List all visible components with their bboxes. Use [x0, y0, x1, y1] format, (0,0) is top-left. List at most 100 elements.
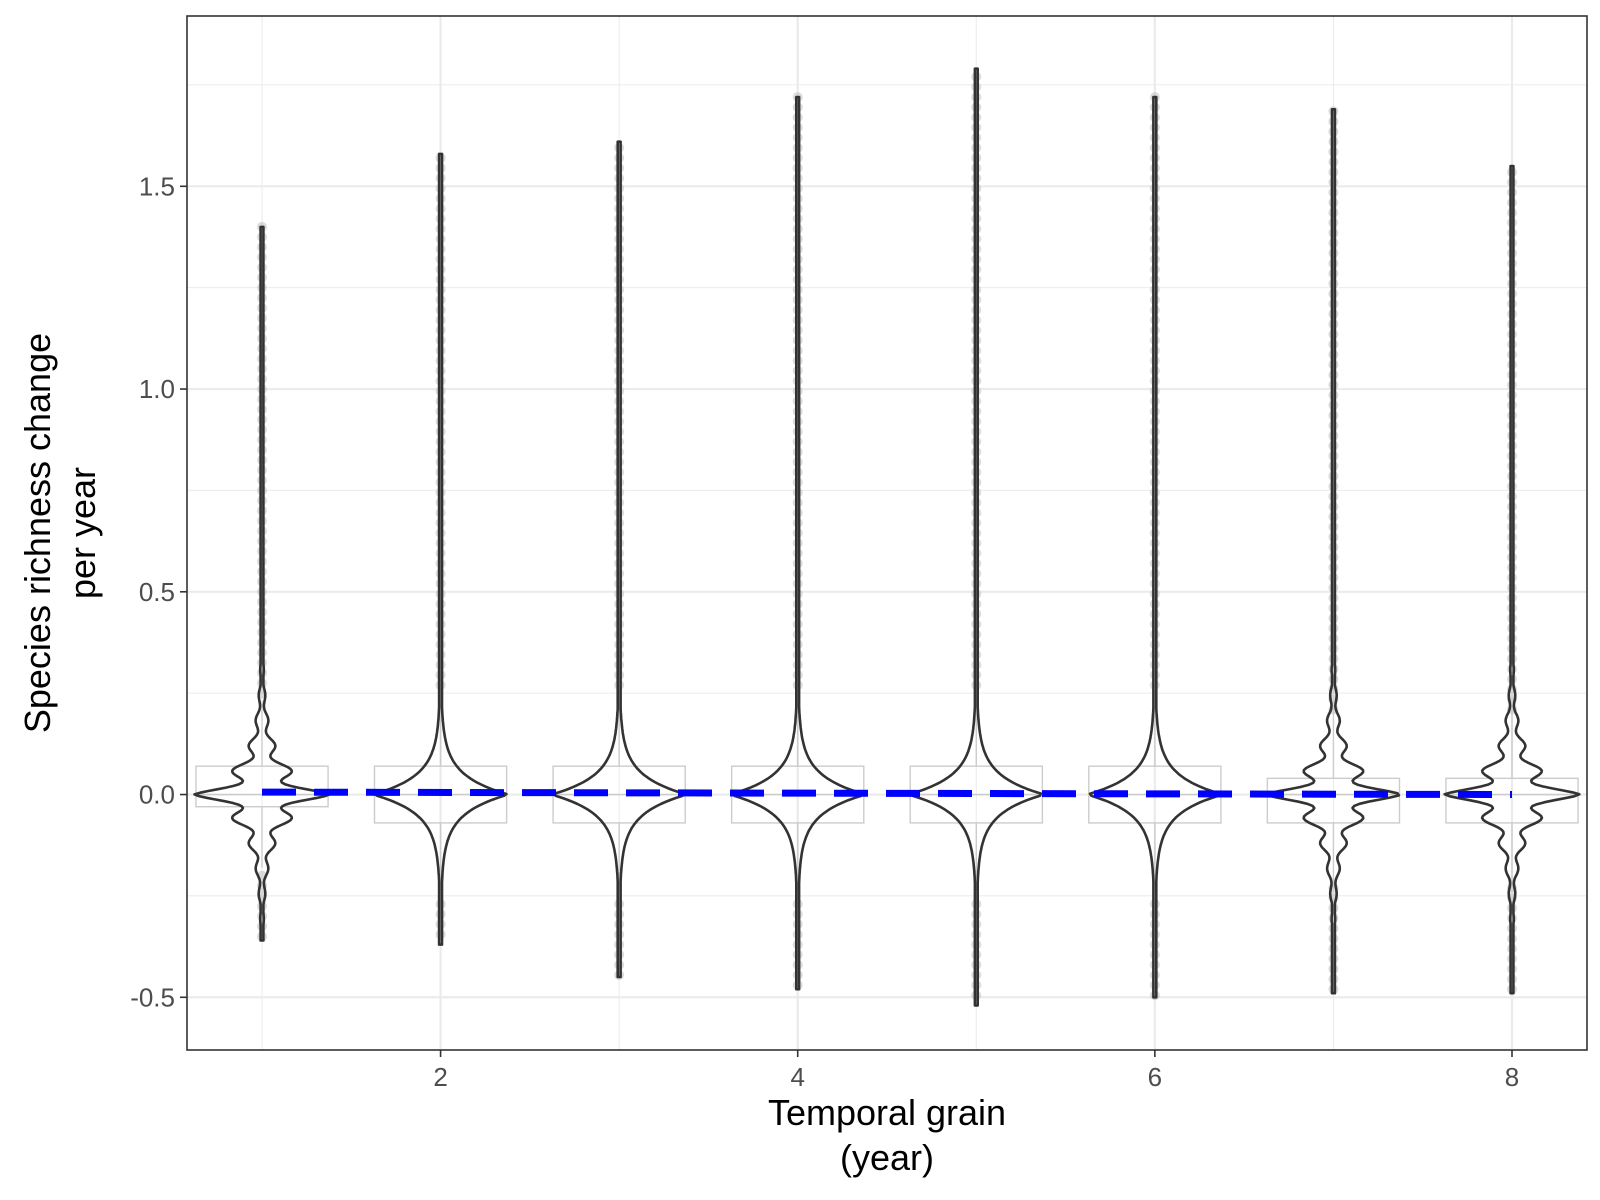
plot-panel [187, 16, 1587, 1050]
outlier-point [257, 373, 267, 384]
outlier-point [971, 264, 982, 275]
outlier-point [614, 193, 625, 204]
outlier-point [614, 203, 625, 214]
outlier-point [971, 969, 982, 980]
outlier-point [1507, 633, 1517, 644]
outlier-point [971, 487, 982, 498]
outlier-point [614, 386, 625, 397]
outlier-point [257, 313, 267, 324]
outlier-point [614, 315, 625, 326]
outlier-point [1328, 217, 1339, 228]
outlier-point [1328, 673, 1339, 684]
outlier-point [792, 436, 803, 447]
outlier-point [971, 345, 982, 356]
outlier-point [971, 234, 982, 245]
outlier-point [435, 375, 446, 386]
outlier-point [792, 588, 803, 599]
outlier-point [792, 234, 803, 245]
outlier-point [1149, 538, 1160, 549]
outlier-point [614, 919, 625, 930]
outlier-point [792, 969, 803, 980]
outlier-point [1328, 653, 1339, 664]
outlier-point [1328, 156, 1339, 167]
outlier-point [614, 959, 625, 970]
outlier-point [614, 548, 625, 559]
outlier-point [1149, 264, 1160, 275]
outlier-point [1328, 592, 1339, 603]
outlier-point [435, 649, 446, 660]
outlier-point [257, 911, 267, 922]
outlier-point [614, 142, 625, 153]
outlier-point [792, 294, 803, 305]
outlier-point [614, 426, 625, 437]
outlier-point [1149, 173, 1160, 184]
outlier-point [1328, 136, 1339, 147]
outlier-point [257, 465, 267, 476]
outlier-point [1328, 106, 1339, 117]
plot-border [186, 15, 1588, 1051]
outlier-point [435, 446, 446, 457]
outlier-point [435, 193, 446, 204]
outlier-point [1507, 248, 1517, 259]
outlier-point [614, 487, 625, 498]
outlier-point [614, 223, 625, 234]
outlier-point [792, 264, 803, 275]
outlier-point [1328, 663, 1339, 674]
outlier-point [792, 487, 803, 498]
outlier-point [792, 929, 803, 940]
outlier-point [1507, 227, 1517, 238]
trend-line [261, 788, 1513, 799]
outlier-point [1507, 187, 1517, 198]
outlier-point [1328, 288, 1339, 299]
outlier-point [792, 909, 803, 920]
outlier-point [1507, 603, 1517, 614]
outlier-point [614, 152, 625, 163]
outlier-point [1507, 167, 1517, 178]
outlier-point [257, 242, 267, 253]
outlier-point [792, 315, 803, 326]
outlier-point [971, 81, 982, 92]
outlier-point [435, 467, 446, 478]
outlier-point [792, 355, 803, 366]
axis-layer: 2 4 6 8 -0.5 0.0 0.5 1.0 1.5 [130, 171, 1519, 1092]
outlier-point [435, 325, 446, 336]
outlier-point [971, 669, 982, 680]
outlier-point [792, 959, 803, 970]
outlier-point [1507, 552, 1517, 563]
outlier-point [792, 497, 803, 508]
outlier-point [257, 353, 267, 364]
outlier-point [971, 629, 982, 640]
outlier-point [257, 586, 267, 597]
outlier-point [435, 929, 446, 940]
outlier-point [257, 333, 267, 344]
outlier-point [1149, 426, 1160, 437]
outlier-point [435, 659, 446, 670]
outlier-point [1328, 126, 1339, 137]
outlier-point [971, 990, 982, 1001]
outlier-point [1507, 471, 1517, 482]
outlier-point [257, 363, 267, 374]
outlier-point [435, 264, 446, 275]
outlier-point [1328, 177, 1339, 188]
outlier-point [614, 406, 625, 417]
outlier-point [1149, 132, 1160, 143]
outlier-point [1149, 507, 1160, 518]
outlier-point [1328, 481, 1339, 492]
outlier-point [435, 416, 446, 427]
outlier-point [1328, 471, 1339, 482]
outlier-point [435, 568, 446, 579]
outlier-point [792, 132, 803, 143]
outlier-point [1328, 450, 1339, 461]
outlier-point [1149, 274, 1160, 285]
outlier-point [1328, 339, 1339, 350]
outlier-point [257, 607, 267, 618]
outlier-point [614, 416, 625, 427]
outlier-point [1507, 278, 1517, 289]
outlier-point [971, 909, 982, 920]
outlier-point [1328, 227, 1339, 238]
outlier-point [971, 132, 982, 143]
outlier-point [435, 598, 446, 609]
outlier-point [971, 649, 982, 660]
outlier-point [1328, 903, 1339, 914]
outlier-point [792, 939, 803, 950]
